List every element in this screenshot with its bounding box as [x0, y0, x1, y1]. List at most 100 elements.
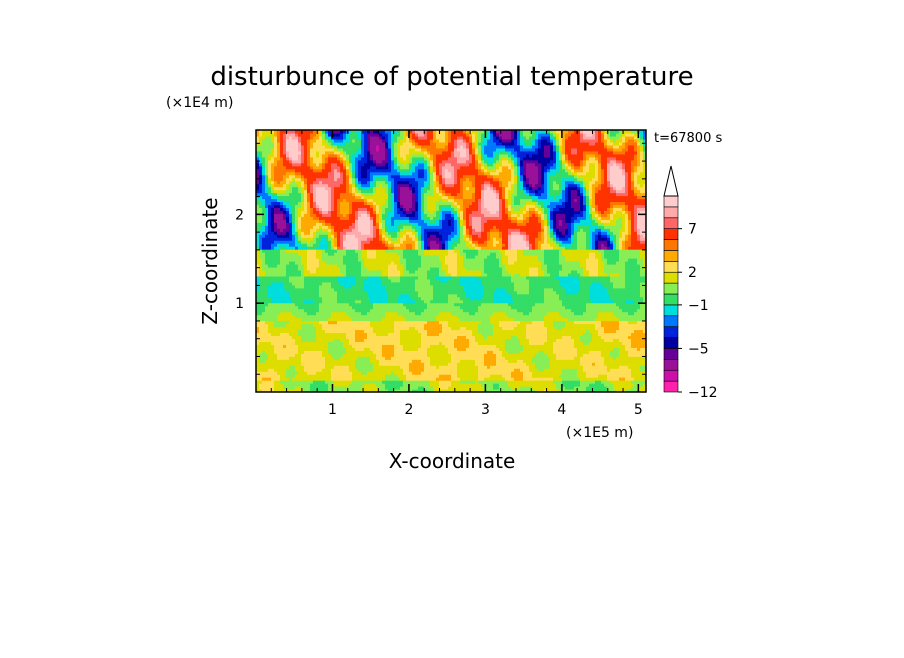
field-cell	[391, 168, 395, 173]
field-cell	[340, 153, 344, 158]
field-cell	[424, 317, 428, 322]
field-cell	[310, 180, 314, 185]
field-cell	[304, 150, 308, 155]
field-cell	[373, 347, 377, 351]
field-cell	[313, 365, 317, 369]
field-cell	[415, 171, 419, 176]
field-cell	[397, 386, 401, 390]
field-cell	[316, 216, 320, 220]
field-cell	[373, 132, 377, 137]
field-cell	[337, 198, 341, 203]
field-cell	[301, 314, 305, 319]
field-cell	[322, 156, 326, 161]
field-cell	[292, 293, 296, 298]
field-cell	[343, 359, 347, 363]
field-cell	[340, 144, 344, 149]
field-cell	[316, 293, 320, 298]
field-cell	[289, 246, 293, 250]
field-cell	[280, 261, 284, 265]
field-cell	[346, 189, 350, 194]
field-cell	[421, 165, 425, 170]
field-cell	[259, 359, 263, 363]
field-cell	[376, 320, 380, 325]
field-cell	[289, 299, 293, 304]
field-cell	[328, 144, 332, 149]
field-cell	[370, 341, 374, 345]
field-cell	[367, 278, 371, 283]
field-cell	[301, 293, 305, 298]
field-cell	[397, 201, 401, 206]
field-cell	[364, 299, 368, 304]
field-cell	[412, 389, 416, 392]
field-cell	[343, 147, 347, 152]
field-cell	[259, 189, 263, 194]
field-cell	[388, 213, 392, 217]
field-cell	[388, 204, 392, 209]
field-cell	[262, 368, 266, 372]
field-cell	[412, 368, 416, 372]
field-cell	[307, 365, 311, 369]
field-cell	[280, 174, 284, 179]
field-cell	[364, 210, 368, 214]
field-cell	[352, 266, 356, 271]
field-cell	[322, 359, 326, 363]
field-cell	[415, 311, 419, 316]
field-cell	[310, 293, 314, 298]
field-cell	[418, 293, 422, 298]
field-cell	[280, 350, 284, 354]
field-cell	[424, 329, 428, 334]
field-cell	[394, 228, 398, 232]
field-cell	[331, 249, 335, 253]
field-cell	[361, 228, 365, 232]
field-cell	[373, 332, 377, 337]
field-cell	[322, 216, 326, 220]
field-cell	[325, 296, 329, 301]
field-cell	[313, 162, 317, 167]
field-cell	[373, 192, 377, 197]
field-cell	[391, 171, 395, 176]
field-cell	[340, 165, 344, 170]
field-cell	[358, 130, 362, 134]
field-cell	[256, 252, 260, 256]
field-cell	[373, 144, 377, 149]
field-cell	[343, 335, 347, 340]
field-cell	[397, 228, 401, 232]
field-cell	[307, 332, 311, 337]
field-cell	[301, 207, 305, 211]
field-cell	[283, 311, 287, 316]
field-cell	[340, 383, 344, 387]
field-cell	[397, 269, 401, 274]
field-cell	[400, 189, 404, 194]
field-cell	[376, 269, 380, 274]
field-cell	[388, 320, 392, 325]
field-cell	[268, 335, 272, 340]
field-cell	[364, 302, 368, 307]
field-cell	[367, 275, 371, 280]
field-cell	[307, 192, 311, 197]
field-cell	[259, 374, 263, 378]
field-cell	[346, 356, 350, 360]
field-cell	[301, 338, 305, 342]
field-cell	[268, 353, 272, 357]
field-cell	[325, 246, 329, 250]
field-cell	[280, 305, 284, 310]
field-cell	[358, 144, 362, 149]
field-cell	[418, 144, 422, 149]
field-cell	[349, 329, 353, 334]
field-cell	[340, 231, 344, 235]
field-cell	[379, 195, 383, 200]
field-cell	[337, 210, 341, 214]
field-cell	[346, 258, 350, 262]
field-cell	[259, 353, 263, 357]
field-cell	[259, 144, 263, 149]
field-cell	[394, 338, 398, 342]
field-cell	[340, 350, 344, 354]
field-cell	[319, 377, 323, 381]
field-cell	[352, 326, 356, 331]
field-cell	[364, 213, 368, 217]
field-cell	[328, 386, 332, 390]
field-cell	[352, 317, 356, 322]
field-cell	[400, 389, 404, 392]
field-cell	[388, 359, 392, 363]
field-cell	[373, 162, 377, 167]
